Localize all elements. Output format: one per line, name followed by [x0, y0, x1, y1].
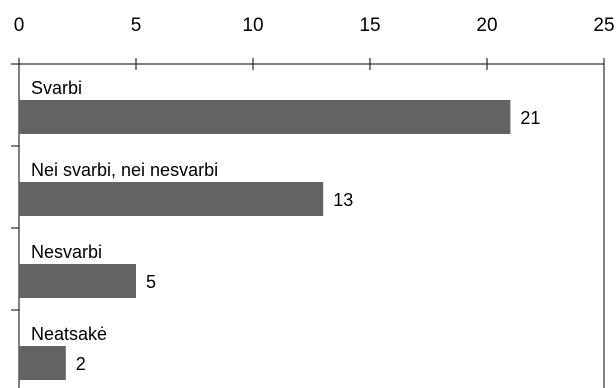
bar-value-label: 13 — [333, 190, 353, 210]
x-tick-label: 15 — [359, 15, 380, 36]
bar — [19, 346, 66, 380]
category-label: Svarbi — [31, 78, 82, 98]
category-label: Nei svarbi, nei nesvarbi — [31, 160, 218, 180]
x-tick-label: 5 — [131, 15, 142, 36]
bar — [19, 100, 511, 134]
bar-value-label: 21 — [520, 108, 540, 128]
bar-value-label: 2 — [76, 354, 86, 374]
bars-group: Svarbi 21 Nei svarbi, nei nesvarbi 13 Nesvar… — [19, 78, 540, 380]
bar — [19, 182, 324, 216]
x-tick-label: 10 — [242, 15, 263, 36]
category-label: Neatsakė — [31, 324, 107, 344]
x-tick-label: 0 — [14, 15, 25, 36]
x-tick-label: 25 — [593, 15, 614, 36]
category-label: Nesvarbi — [31, 242, 102, 262]
y-axis — [11, 63, 20, 388]
bar — [19, 264, 136, 298]
bar-value-label: 5 — [146, 272, 156, 292]
top-axis: 0 5 10 15 20 25 — [14, 15, 615, 70]
x-tick-label: 20 — [476, 15, 497, 36]
